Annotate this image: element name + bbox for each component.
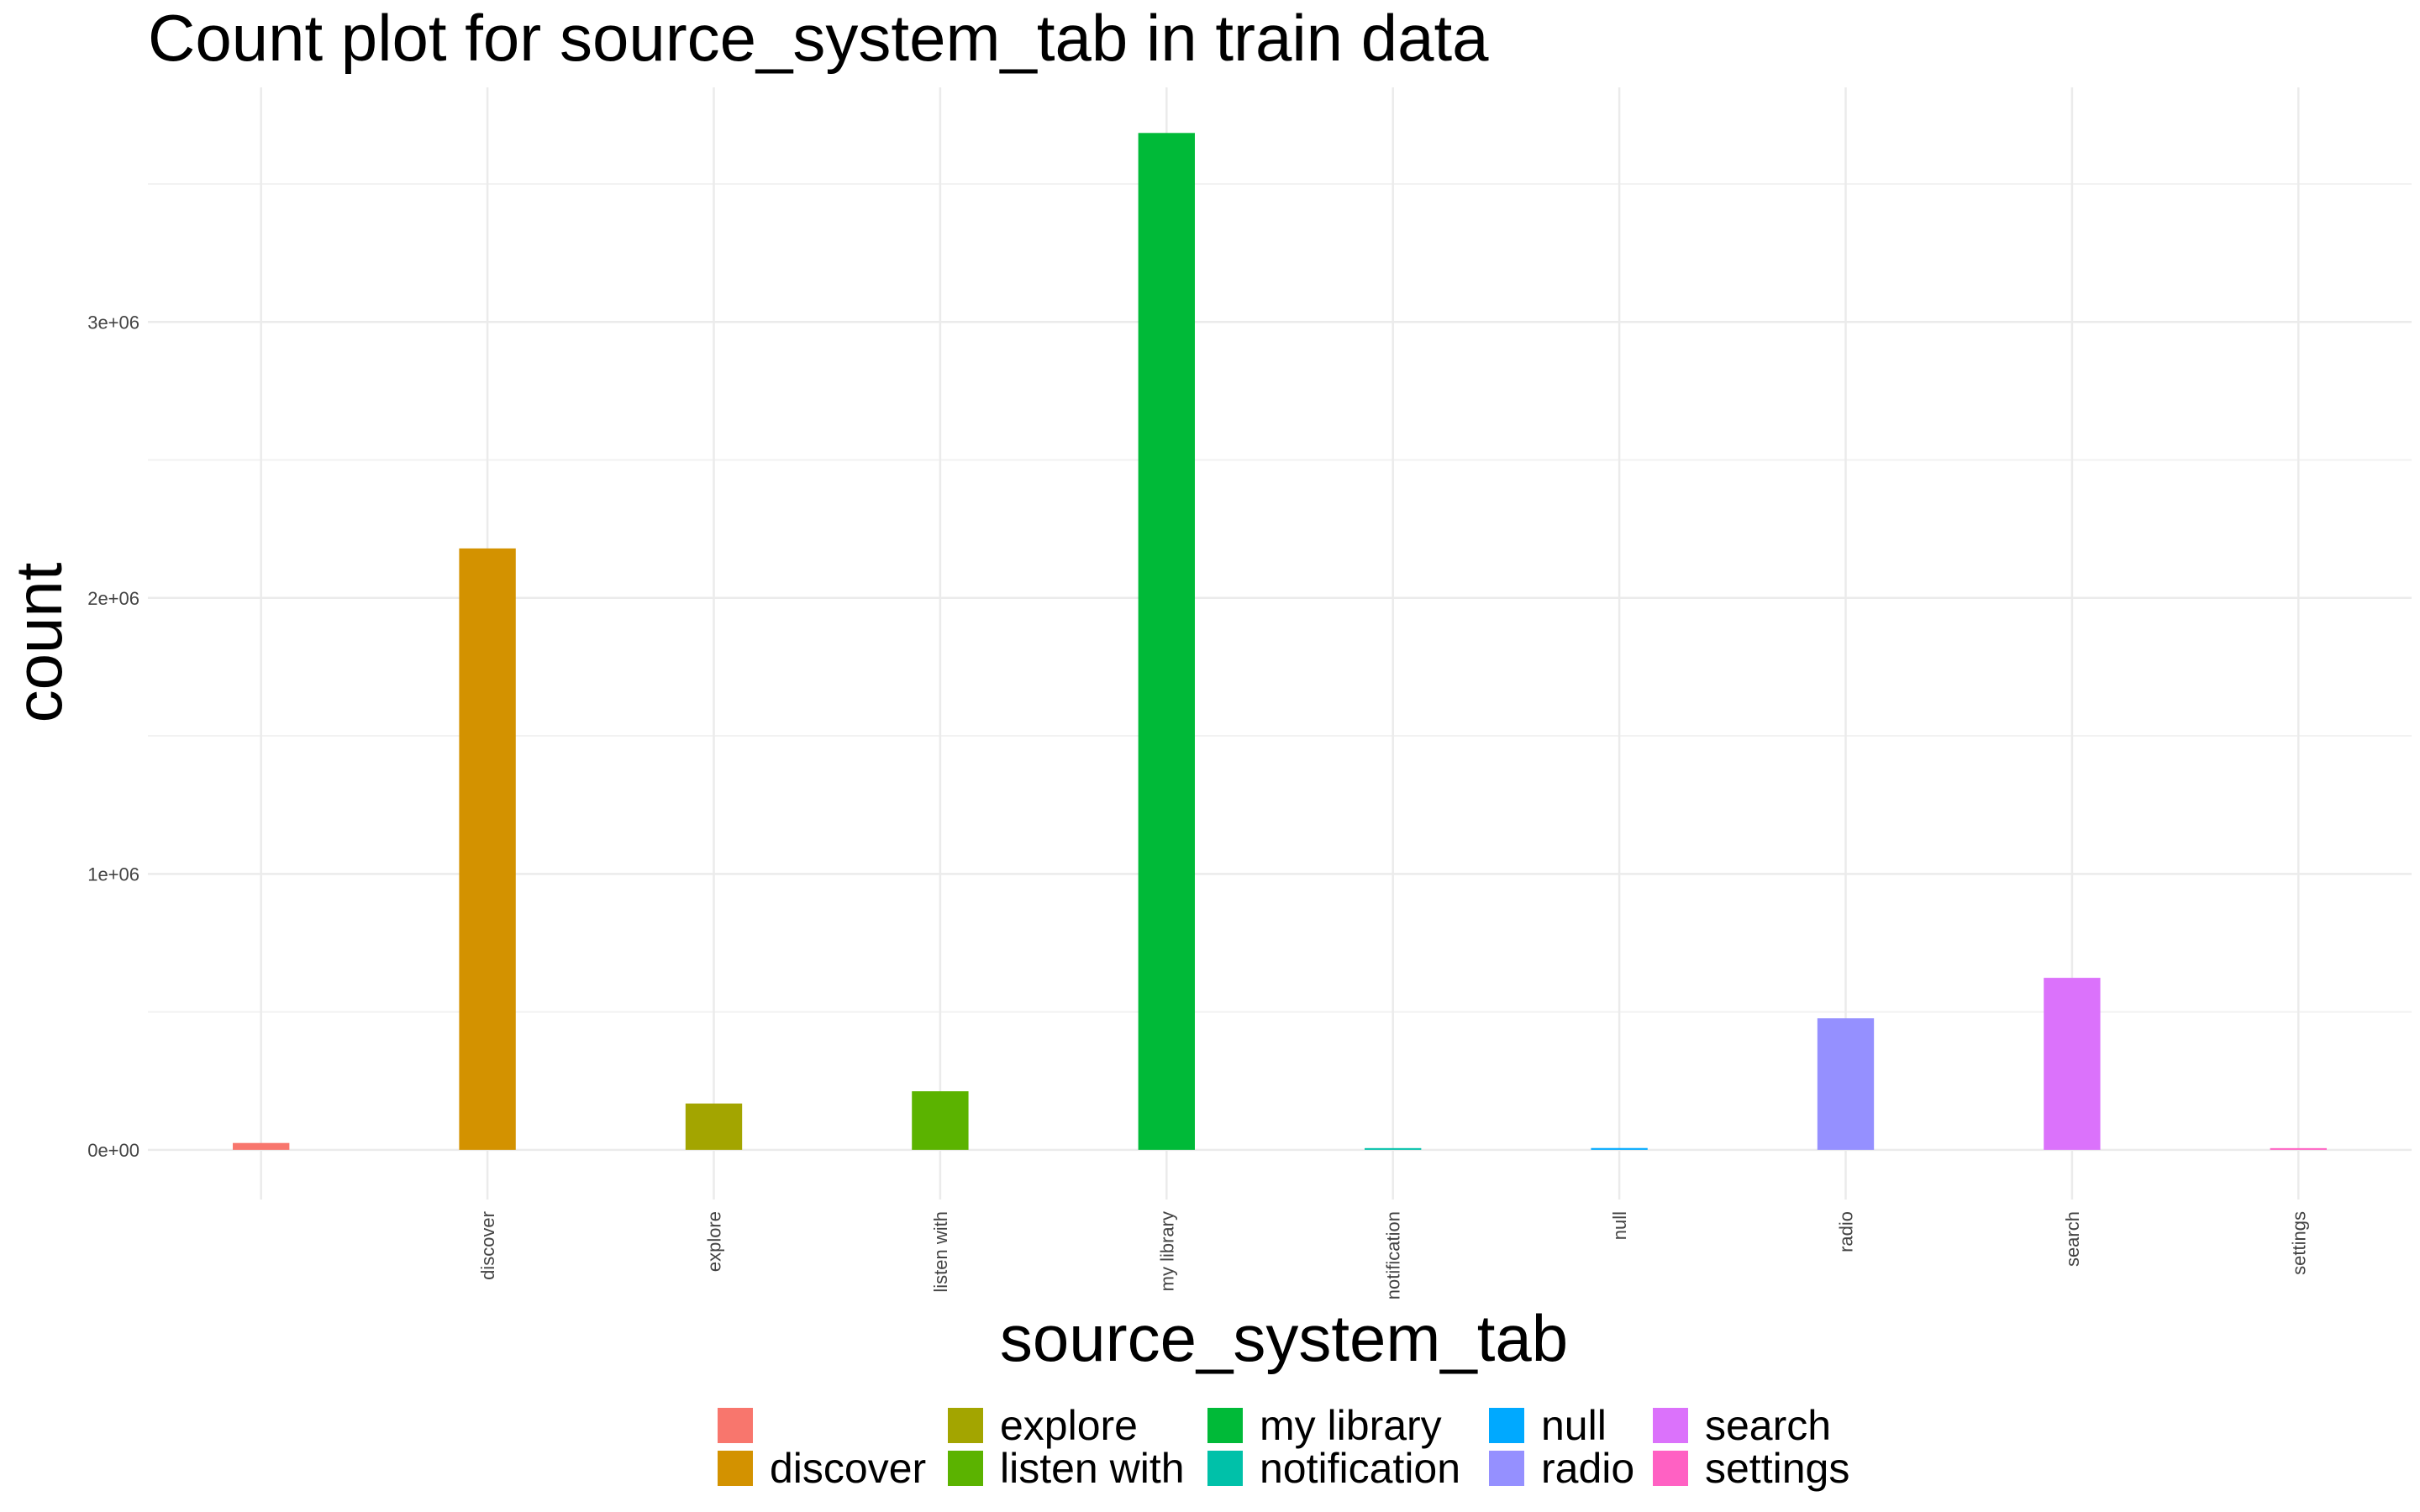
legend-swatch	[1207, 1408, 1243, 1443]
legend-label: radio	[1541, 1445, 1634, 1492]
bar-radio	[1817, 1018, 1875, 1150]
x-tick-label: radio	[1836, 1211, 1857, 1252]
x-tick-label: settings	[2288, 1211, 2309, 1275]
bar-explore	[685, 1103, 743, 1150]
legend-label: notification	[1260, 1445, 1460, 1492]
x-axis-ticks: discover explore listen with my library noti…	[477, 1211, 2309, 1299]
legend-label: search	[1705, 1402, 1831, 1449]
legend-label: discover	[770, 1445, 926, 1492]
legend-swatch	[1653, 1451, 1688, 1486]
bar-notification	[1365, 1147, 1422, 1150]
x-tick-label: null	[1609, 1211, 1630, 1240]
y-axis-ticks: 0e+00 1e+06 2e+06 3e+06	[87, 312, 139, 1161]
legend-swatch	[1653, 1408, 1688, 1443]
legend-label: null	[1541, 1402, 1607, 1449]
x-tick-label: my library	[1156, 1211, 1177, 1291]
x-tick-label: explore	[704, 1211, 725, 1272]
y-tick-label: 2e+06	[87, 588, 139, 609]
bar-listen-with	[912, 1091, 969, 1150]
x-tick-label: notification	[1383, 1211, 1404, 1299]
x-tick-label: search	[2062, 1211, 2083, 1267]
legend-swatch	[1207, 1451, 1243, 1486]
y-axis-title: count	[2, 562, 76, 722]
bar-search	[2044, 978, 2101, 1150]
legend-swatch	[718, 1451, 753, 1486]
bar-null	[1591, 1147, 1648, 1150]
bar-blank	[233, 1142, 290, 1150]
legend-swatch	[948, 1408, 983, 1443]
x-tick-label: listen with	[930, 1211, 951, 1293]
legend-swatch	[1489, 1451, 1524, 1486]
legend-swatch	[718, 1408, 753, 1443]
legend-swatch	[948, 1451, 983, 1486]
legend-label: listen with	[1000, 1445, 1185, 1492]
legend-label: my library	[1260, 1402, 1442, 1449]
bars	[233, 133, 2327, 1150]
legend-swatch	[1489, 1408, 1524, 1443]
x-axis-title: source_system_tab	[1000, 1301, 1568, 1375]
bar-settings	[2270, 1147, 2327, 1150]
y-tick-label: 0e+00	[87, 1140, 139, 1161]
bar-discover	[459, 548, 516, 1150]
legend-label: explore	[1000, 1402, 1138, 1449]
y-tick-label: 1e+06	[87, 864, 139, 885]
legend-label: settings	[1705, 1445, 1849, 1492]
chart-title: Count plot for source_system_tab in trai…	[148, 1, 1489, 75]
y-tick-label: 3e+06	[87, 312, 139, 333]
x-tick-label: discover	[477, 1211, 498, 1280]
bar-my-library	[1138, 133, 1195, 1150]
